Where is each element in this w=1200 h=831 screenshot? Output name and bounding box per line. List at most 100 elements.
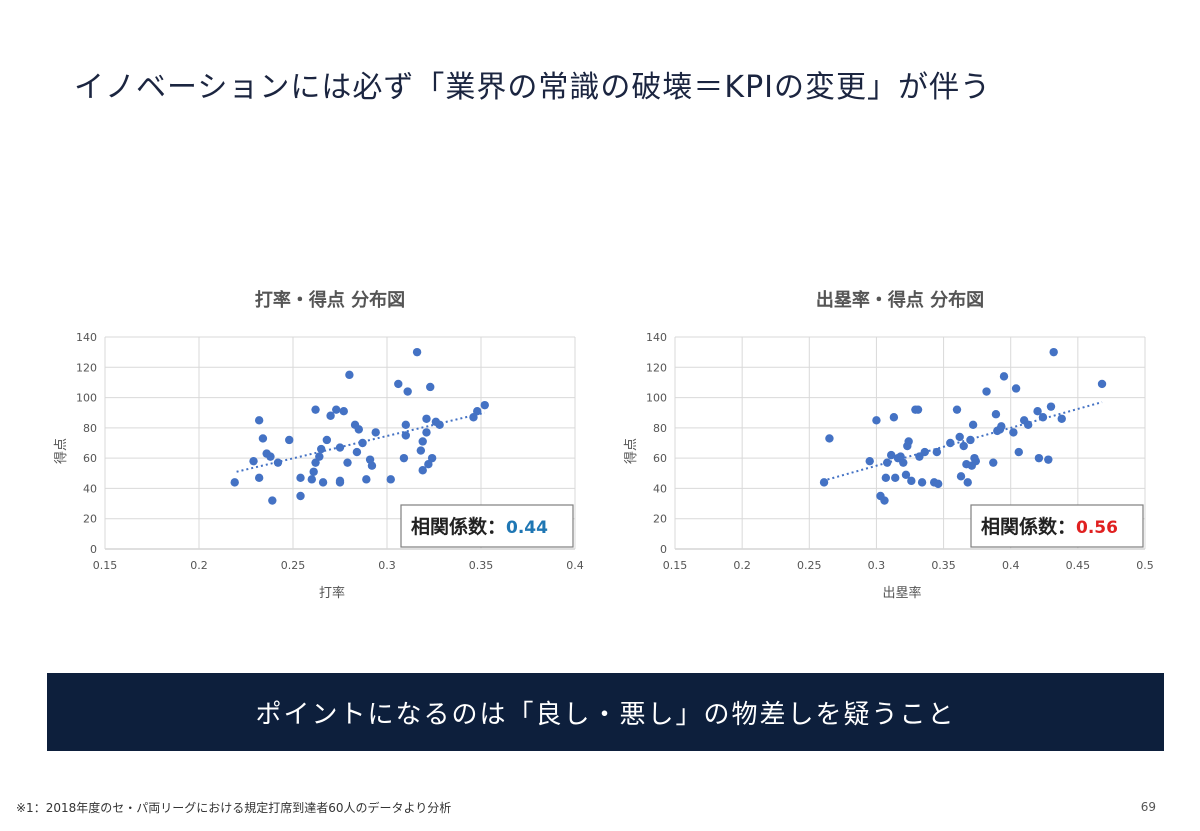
- data-point: [825, 434, 834, 443]
- data-point: [307, 475, 316, 484]
- data-point: [427, 453, 437, 463]
- data-point: [401, 431, 410, 440]
- data-point: [991, 410, 1001, 419]
- chart-title: 出塁率・得点 分布図: [816, 289, 984, 311]
- data-point: [1023, 420, 1033, 430]
- data-point: [358, 438, 367, 448]
- data-point: [891, 473, 900, 483]
- correlation-box: 相関係数：0.44: [400, 504, 574, 548]
- data-point: [254, 473, 264, 483]
- data-point: [1011, 384, 1021, 393]
- chart-svg: 出塁率・得点 分布図 0 20 40 60 80 100 120 140 0.15 0.2 0.25 0…: [623, 289, 1154, 601]
- y-tick-label: 100: [76, 392, 97, 405]
- data-point: [315, 452, 324, 461]
- x-tick-label: 0.35: [931, 559, 956, 572]
- data-point: [422, 414, 431, 423]
- chart-title: 打率・得点 分布図: [255, 289, 405, 311]
- data-point: [249, 456, 258, 466]
- data-point: [899, 458, 908, 467]
- y-tick-label: 120: [646, 361, 667, 374]
- x-axis-label: 出塁率: [882, 585, 921, 601]
- page-number: 69: [1140, 800, 1156, 814]
- data-point: [354, 425, 363, 434]
- data-point: [309, 467, 318, 476]
- data-point: [1033, 407, 1042, 416]
- data-point: [343, 458, 352, 467]
- scatter-chart-batting-average: 打率・得点 分布図 0 20 40 60 80 100 120 140 0.15 0.2 0.25 0.…: [53, 278, 598, 618]
- data-point: [296, 491, 305, 501]
- data-point: [266, 452, 275, 461]
- y-tick-label: 20: [653, 513, 667, 526]
- data-point: [913, 405, 923, 414]
- data-point: [296, 473, 305, 483]
- data-point: [819, 478, 829, 487]
- data-point: [362, 475, 371, 484]
- data-point: [311, 405, 320, 414]
- data-point: [946, 438, 955, 448]
- key-point-banner: ポイントになるのは「良し・悪し」の物差しを疑うこと: [47, 673, 1164, 751]
- data-point: [367, 461, 377, 470]
- x-tick-label: 0.3: [868, 559, 886, 572]
- data-point: [326, 411, 335, 420]
- x-tick-label: 0.25: [281, 559, 306, 572]
- data-point: [386, 475, 395, 484]
- data-point: [258, 434, 268, 443]
- data-point: [1009, 428, 1018, 437]
- data-point: [1049, 347, 1058, 357]
- data-point: [345, 370, 354, 380]
- x-tick-label: 0.2: [733, 559, 751, 572]
- y-tick-label: 100: [646, 392, 667, 405]
- data-point: [268, 496, 277, 505]
- correlation-label: 相関係数：0.44: [411, 515, 548, 538]
- data-point: [418, 466, 427, 475]
- data-point: [1044, 455, 1053, 464]
- data-point: [352, 447, 362, 457]
- data-point: [932, 447, 942, 457]
- y-tick-label: 80: [653, 422, 667, 435]
- data-point: [230, 478, 239, 487]
- y-tick-label: 0: [660, 543, 667, 556]
- data-point: [920, 447, 929, 457]
- data-point: [1038, 413, 1048, 422]
- data-point: [880, 496, 889, 505]
- y-axis-label: 得点: [53, 438, 69, 464]
- correlation-value: 0.56: [1076, 518, 1118, 538]
- data-point: [335, 443, 345, 452]
- data-point: [311, 458, 320, 467]
- data-point: [982, 387, 991, 396]
- data-point: [416, 446, 426, 455]
- correlation-label: 相関係数：0.56: [981, 515, 1118, 538]
- data-point: [989, 458, 998, 467]
- data-point: [904, 437, 913, 446]
- data-point: [955, 432, 964, 442]
- key-point-text: ポイントになるのは「良し・悪し」の物差しを疑うこと: [255, 699, 956, 730]
- data-point: [907, 476, 916, 486]
- data-point: [997, 422, 1006, 431]
- y-tick-label: 60: [83, 452, 97, 465]
- x-tick-label: 0.4: [1002, 559, 1020, 572]
- x-tick-label: 0.35: [469, 559, 494, 572]
- data-point: [887, 450, 896, 460]
- data-point: [273, 458, 283, 467]
- page-title: イノベーションには必ず「業界の常識の破壊＝KPIの変更」が伴う: [74, 70, 992, 105]
- data-point: [401, 420, 410, 430]
- data-point: [339, 407, 348, 416]
- data-point: [971, 456, 980, 466]
- y-tick-label: 120: [76, 361, 97, 374]
- data-point: [285, 435, 294, 445]
- x-tick-label: 0.15: [93, 559, 118, 572]
- correlation-label-text: 相関係数：: [411, 515, 506, 538]
- y-axis-label: 得点: [623, 438, 639, 464]
- data-point: [882, 458, 892, 467]
- data-point: [418, 437, 427, 446]
- y-tick-label: 20: [83, 513, 97, 526]
- scatter-chart-on-base-percentage: 出塁率・得点 分布図 0 20 40 60 80 100 120 140 0.15 0.2 0.25 0…: [623, 278, 1168, 618]
- data-point: [934, 479, 943, 489]
- data-point: [335, 478, 345, 487]
- correlation-value: 0.44: [506, 518, 548, 538]
- y-tick-label: 140: [76, 331, 97, 344]
- data-point: [317, 444, 326, 454]
- data-point: [865, 456, 874, 466]
- data-point: [952, 405, 962, 414]
- data-point: [399, 453, 409, 463]
